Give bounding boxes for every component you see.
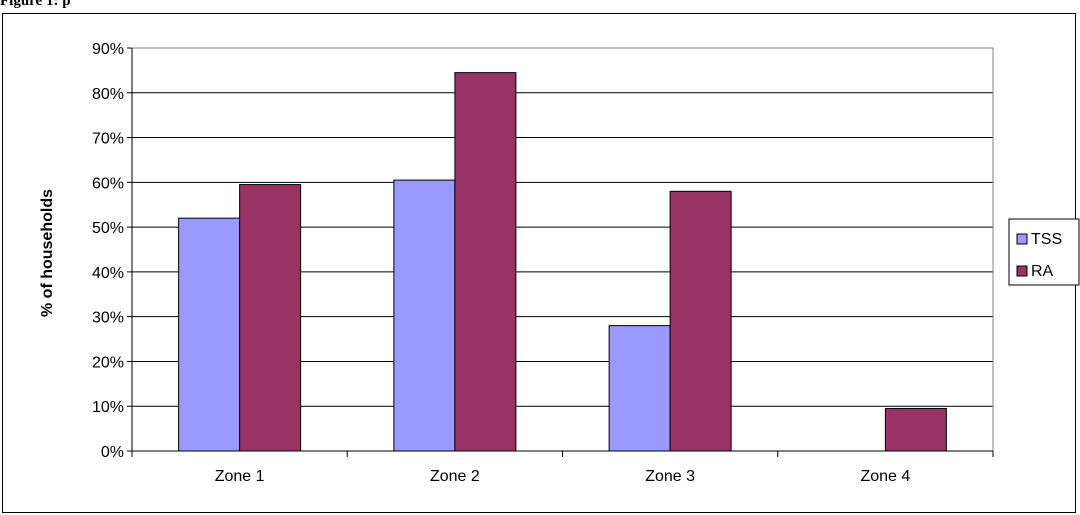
y-tick-label: 0%	[101, 444, 124, 461]
legend-swatch-ra	[1016, 265, 1028, 277]
legend: TSS RA	[1008, 218, 1080, 286]
y-axis-label: % of households	[39, 189, 56, 317]
y-tick-label: 60%	[92, 175, 124, 192]
y-tick-label: 70%	[92, 131, 124, 148]
y-tick-label: 40%	[92, 265, 124, 282]
x-tick-label: Zone 4	[860, 468, 910, 485]
y-tick-label: 30%	[92, 310, 124, 327]
bar-tss-2	[393, 179, 456, 452]
bar-ra-3	[669, 190, 732, 452]
y-tick-label: 20%	[92, 354, 124, 371]
legend-label-tss: TSS	[1031, 231, 1062, 248]
x-tick-label: Zone 1	[215, 468, 265, 485]
bar-ra-2	[454, 72, 517, 452]
y-tick-label: 50%	[92, 220, 124, 237]
bar-ra-4	[884, 407, 947, 452]
legend-label-ra: RA	[1031, 263, 1054, 280]
axes: 0% 10% 20% 30% 40% 50% 60% 70% 80% 90% Zone 1 Zone …	[92, 41, 994, 485]
bar-tss-1	[178, 217, 241, 452]
bar-tss-3	[608, 325, 671, 452]
y-tick-label: 90%	[92, 41, 124, 58]
x-tick-label: Zone 3	[645, 468, 695, 485]
legend-swatch-tss	[1016, 233, 1028, 245]
figure-caption: Figure 1: p	[0, 0, 71, 9]
x-tick-label: Zone 2	[430, 468, 480, 485]
bars	[178, 72, 947, 452]
bar-ra-1	[239, 184, 302, 452]
y-tick-label: 80%	[92, 86, 124, 103]
y-tick-label: 10%	[92, 399, 124, 416]
